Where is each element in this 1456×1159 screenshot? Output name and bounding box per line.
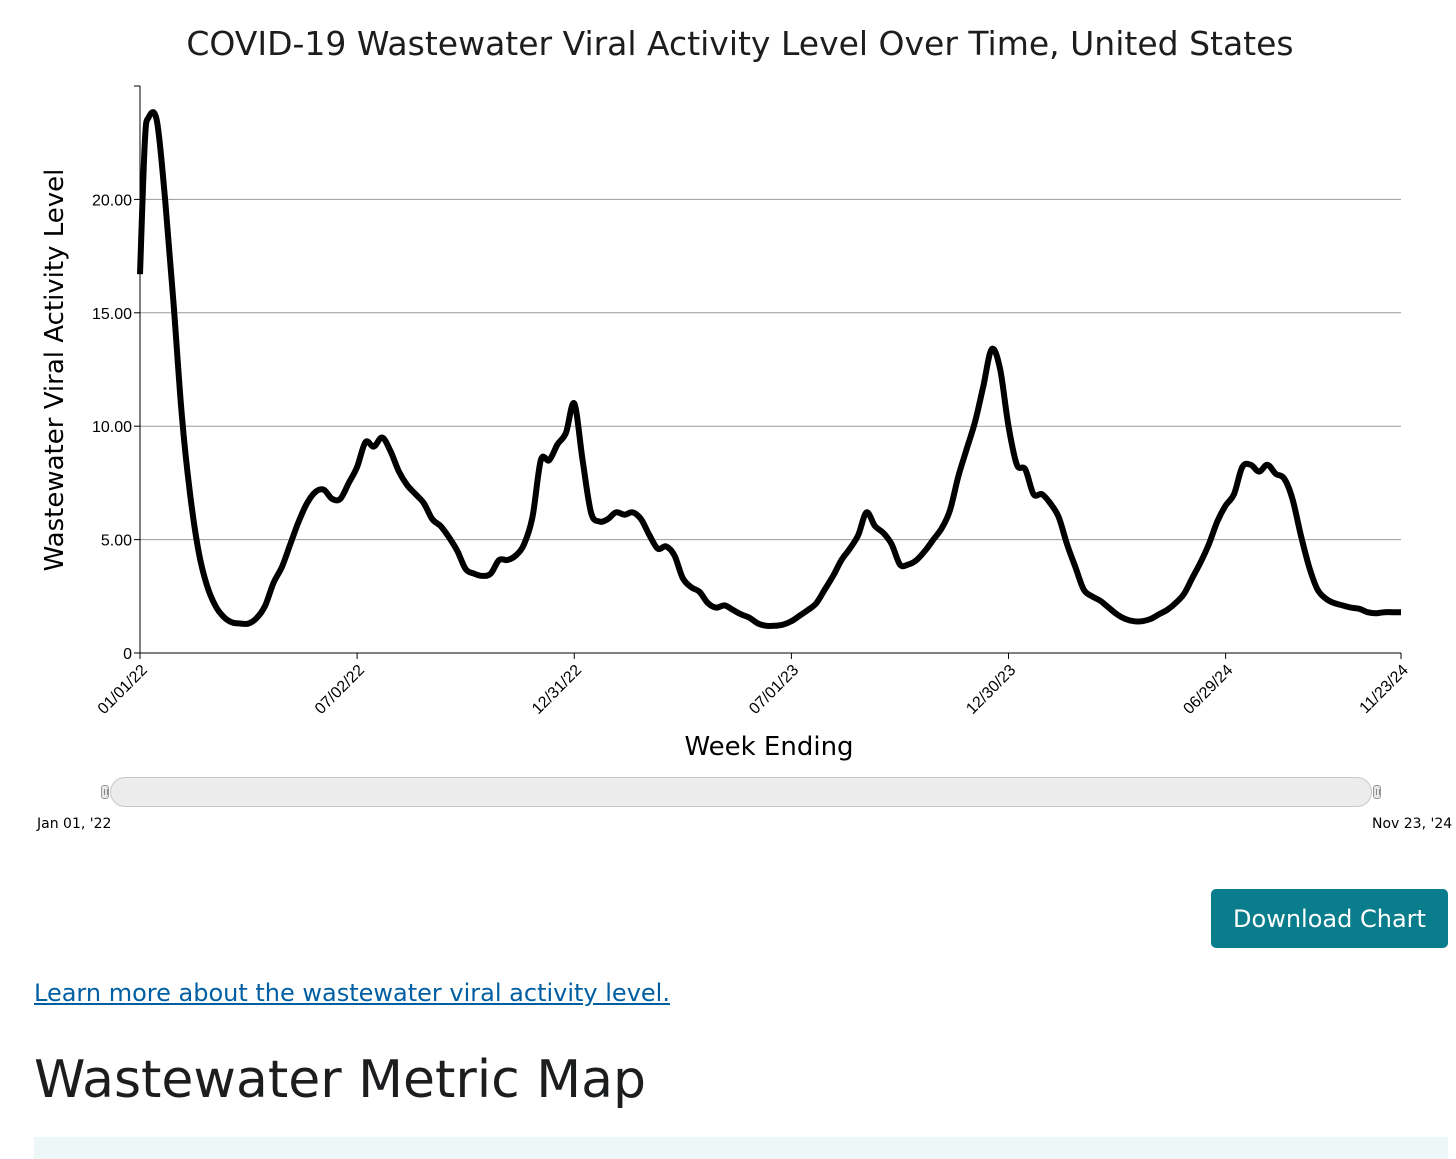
range-start-handle[interactable] [101, 785, 109, 799]
range-start-label: Jan 01, '22 [37, 816, 112, 832]
x-tick-label: 07/02/22 [312, 662, 368, 718]
y-tick-label: 5.00 [101, 533, 132, 550]
y-tick-label: 15.00 [92, 306, 132, 323]
y-tick-label: 10.00 [92, 419, 132, 436]
range-end-label: Nov 23, '24 [1372, 816, 1453, 832]
x-tick-label: 12/31/22 [529, 662, 585, 718]
x-tick-label: 12/30/23 [963, 662, 1019, 718]
x-axis-title: Week Ending [684, 732, 853, 762]
series-line-layer [137, 109, 1401, 630]
download-chart-button[interactable]: Download Chart [1211, 889, 1448, 948]
x-tick-label: 01/01/22 [95, 662, 151, 718]
grid-lines [140, 198, 1401, 541]
x-tick-label: 11/23/24 [1357, 662, 1412, 717]
line-chart: 0 5.00 10.00 15.00 20.00 01/01/22 07/02/22 12/3… [40, 85, 1412, 762]
y-axis-title: Wastewater Viral Activity Level [40, 169, 70, 572]
y-tick-label: 20.00 [92, 192, 132, 209]
range-end-handle[interactable] [1373, 785, 1381, 799]
section-heading: Wastewater Metric Map [34, 1050, 647, 1110]
map-panel [34, 1137, 1448, 1159]
series-line [137, 109, 1401, 630]
chart-title: COVID-19 Wastewater Viral Activity Level… [186, 24, 1294, 63]
learn-more-link[interactable]: Learn more about the wastewater viral ac… [34, 979, 670, 1007]
y-tick-label: 0 [123, 646, 132, 663]
x-tick-label: 06/29/24 [1180, 662, 1236, 718]
date-range-slider[interactable] [110, 777, 1372, 807]
x-tick-label: 07/01/23 [746, 662, 802, 718]
